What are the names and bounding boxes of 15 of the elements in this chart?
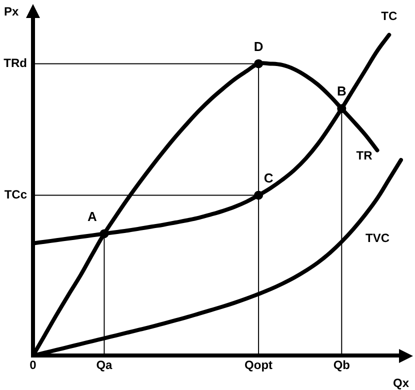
- annotation: B: [336, 84, 346, 99]
- ref-line-label: TRd: [4, 56, 27, 70]
- x-axis-title: Qx: [392, 376, 410, 390]
- x-tick-label: Qopt: [244, 358, 273, 372]
- y-axis-title: Px: [4, 4, 20, 18]
- series-label: TC: [381, 9, 398, 24]
- series-label: TVC: [366, 231, 390, 246]
- x-tick-label: Qa: [96, 358, 113, 372]
- annotation: D: [254, 38, 264, 54]
- x-tick-label: Qb: [333, 358, 350, 372]
- annotation: C: [264, 170, 274, 186]
- series-label: TR: [356, 148, 373, 163]
- annotation: A: [88, 208, 98, 224]
- ref-line-label: TCc: [4, 188, 28, 202]
- x-tick-label: 0: [30, 358, 37, 372]
